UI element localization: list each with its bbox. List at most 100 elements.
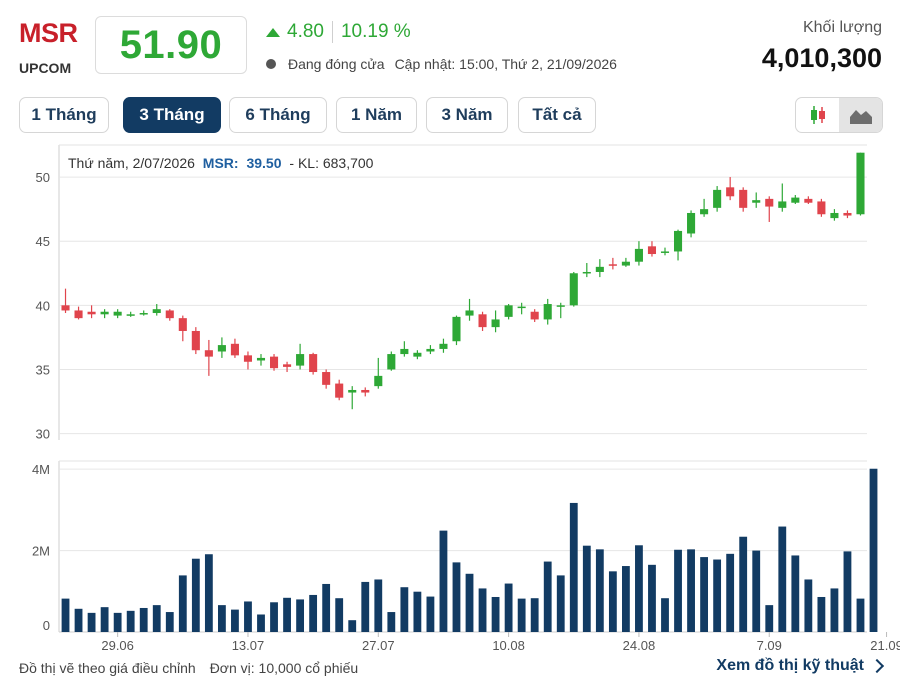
candle-body	[243, 355, 253, 362]
tab-1-year[interactable]: 1 Năm	[336, 97, 417, 133]
technical-chart-link[interactable]: Xem đồ thị kỹ thuật	[716, 657, 885, 675]
candle	[752, 192, 761, 208]
change-value: 4.80	[287, 21, 324, 42]
volume-bar	[674, 549, 682, 632]
volume-bar	[817, 596, 826, 632]
area-chart-button[interactable]	[839, 98, 882, 132]
candle-body	[61, 305, 70, 311]
volume-bar	[152, 605, 161, 632]
chevron-right-icon	[869, 658, 885, 674]
volume-bar	[204, 554, 213, 632]
candle-body	[830, 212, 839, 219]
volume-bar	[296, 599, 305, 632]
candle-body	[647, 246, 657, 255]
candle-body	[335, 383, 344, 398]
volume-bar	[465, 573, 474, 632]
candle-body	[582, 271, 591, 274]
tooltip-date: Thứ năm, 2/07/2026	[68, 155, 195, 171]
volume-bar	[726, 553, 735, 632]
volume-bar	[178, 575, 187, 632]
tab-3-months[interactable]: 3 Tháng	[123, 97, 221, 133]
price-tick-label: 50	[36, 170, 50, 185]
candle	[843, 210, 852, 219]
candle	[413, 350, 422, 360]
volume-bar	[165, 612, 174, 632]
candle	[817, 198, 826, 217]
x-tick-label: 24.08	[623, 638, 656, 650]
candle	[322, 369, 331, 389]
candle	[556, 302, 565, 319]
candle-body	[204, 350, 213, 357]
candle-body	[283, 364, 292, 367]
tab-1-month[interactable]: 1 Tháng	[19, 97, 109, 133]
candle-body	[843, 212, 852, 216]
candle	[595, 259, 604, 278]
volume-bar	[582, 545, 591, 632]
volume-bar	[635, 545, 643, 632]
volume-bar	[830, 588, 839, 632]
candle-body	[478, 314, 487, 328]
volume-unit-note: Đơn vị: 10,000 cổ phiếu	[209, 660, 359, 676]
volume-bar	[778, 526, 787, 632]
candle-body	[713, 189, 722, 208]
tooltip-symbol: MSR:	[203, 155, 239, 171]
candle	[569, 271, 578, 307]
candle-body	[426, 348, 435, 352]
candle-body	[361, 389, 370, 393]
volume-bar	[543, 561, 552, 632]
volume-bar	[191, 558, 200, 632]
volume-bar	[217, 605, 226, 632]
technical-chart-link-label: Xem đồ thị kỹ thuật	[716, 657, 864, 674]
candle-body	[687, 212, 696, 234]
candle	[113, 309, 122, 319]
tooltip-volume: - KL: 683,700	[289, 155, 373, 171]
candle-body	[621, 261, 630, 266]
candle	[139, 310, 148, 316]
candle	[243, 351, 253, 370]
volume-bar	[595, 549, 604, 632]
tab-6-months[interactable]: 6 Tháng	[229, 97, 327, 133]
candle	[791, 195, 800, 204]
volume-bar	[452, 562, 461, 632]
candle	[439, 338, 448, 353]
tab-3-years[interactable]: 3 Năm	[426, 97, 508, 133]
price-change: 4.80 10.19 %	[266, 21, 411, 43]
price-volume-chart[interactable]: Thứ năm, 2/07/2026 MSR: 39.50 - KL: 683,…	[0, 140, 900, 650]
candle	[491, 310, 500, 333]
chart-tooltip: Thứ năm, 2/07/2026 MSR: 39.50 - KL: 683,…	[68, 155, 374, 171]
x-tick-label: 10.08	[492, 638, 525, 650]
volume-bar	[608, 571, 617, 632]
x-tick-label: 29.06	[101, 638, 134, 650]
volume-bar	[765, 605, 774, 632]
candle	[830, 209, 839, 221]
candle	[504, 304, 513, 320]
area-chart-icon	[849, 110, 872, 124]
volume-bar	[335, 598, 344, 632]
candle-body	[165, 310, 174, 319]
candle-body	[569, 273, 578, 306]
volume-bar	[61, 598, 70, 632]
volume-bar	[87, 612, 96, 632]
divider	[331, 21, 333, 43]
volume-bar	[126, 610, 135, 632]
volume-bar	[739, 536, 748, 632]
candle	[374, 357, 383, 389]
candle	[361, 387, 370, 397]
volume-bar	[687, 549, 695, 632]
candle-body	[673, 230, 683, 252]
candle-body	[504, 305, 513, 317]
tab-all[interactable]: Tất cả	[518, 97, 596, 133]
candle	[517, 302, 526, 315]
candle	[165, 309, 174, 321]
volume-bar	[530, 598, 539, 632]
candle	[230, 338, 239, 358]
candle	[543, 298, 552, 325]
volume-tick-label: 0	[43, 618, 50, 633]
candle-body	[660, 251, 670, 253]
status-text: Đang đóng cửa	[288, 56, 385, 72]
candle	[335, 379, 344, 401]
candle	[465, 298, 474, 321]
candle-body	[87, 311, 96, 315]
candlestick-button[interactable]	[796, 98, 839, 132]
candle-body	[256, 357, 266, 361]
